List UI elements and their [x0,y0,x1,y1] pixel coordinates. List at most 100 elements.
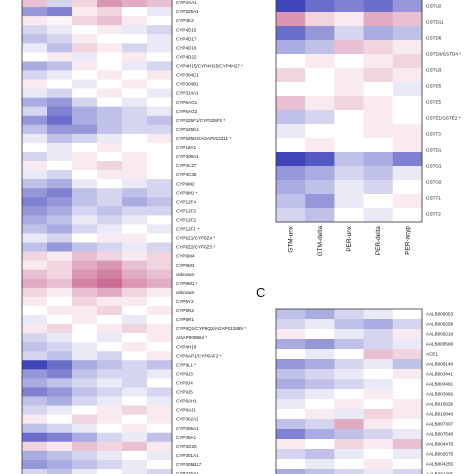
cyp-cell [47,378,73,388]
cyp-row-label: CYP12F2 [176,217,196,222]
cyp-cell [72,296,98,307]
cyp-cell [147,151,173,162]
cyp-cell [22,115,48,126]
cyp-cell [47,269,73,280]
cyp-cell [22,450,48,461]
gst-cell [392,0,423,13]
cyp-row-label: CYP6Z1/CYP6Z4 * [176,236,215,241]
cyp-cell [147,468,173,474]
cyp-cell [47,342,73,352]
cyp-cell [72,88,98,98]
cyp-cell [122,432,148,443]
cyp-cell [122,324,148,334]
cyp-row-label: CYP6Z2/CYP6Z3 * [176,245,215,250]
cyp-cell [72,97,98,107]
gst-cell [363,96,394,111]
cyp-cell [97,0,123,8]
cyp-cell [22,351,48,361]
aalb-cell [392,449,423,460]
cyp-cell [47,0,73,8]
gst-cell [305,68,335,83]
cyp-cell [22,360,48,370]
cyp-cell [122,251,148,261]
cyp-cell [147,61,173,71]
cyp-cell [97,224,123,234]
gst-cell [305,166,335,181]
cyp-cell [22,333,48,343]
gst-cell [305,124,335,139]
cyp-cell [47,360,73,370]
cyp-cell [122,142,148,153]
cyp-cell [72,215,98,225]
cyp-cell [72,251,98,261]
cyp-cell [122,16,148,26]
cyp-cell [147,324,173,334]
cyp-cell [22,296,48,307]
aalb-cell [276,389,306,400]
cyp-cell [22,468,48,474]
aalb-row-label: AALB004255 [426,462,454,467]
cyp-cell [147,360,173,370]
cyp-cell [147,296,173,307]
cyp-cell [147,260,173,270]
cyp-cell [122,61,148,71]
cyp-row-label: CYP9J3 [176,371,193,376]
gst-cell [363,166,394,181]
cyp-cell [122,179,148,189]
cyp-cell [97,278,123,289]
cyp-cell [72,7,98,17]
cyp-row-label: CYP6R1 [176,317,194,322]
cyp-cell [122,351,148,361]
cyp-row-label: CYP6M4 [176,254,195,259]
aalb-frame [275,308,423,474]
cyp-cell [147,278,173,289]
cyp-cell [72,324,98,334]
aalb-cell [276,349,306,360]
cyp-cell [97,179,123,189]
aalb-cell [276,429,306,440]
gst-row-label: GSTE5 [426,100,442,105]
cyp-cell [47,88,73,98]
cyp-cell [122,52,148,62]
cyp-cell [97,170,123,180]
gst-cell [305,138,335,153]
cyp-row-label: CYP325K1 [176,127,199,132]
aalb-cell [392,329,423,340]
cyp-row-label: CYP304B1 [176,82,199,87]
cyp-row-label: CYP315A1 [176,471,199,474]
gst-column-label: GTM-unx [288,225,295,252]
cyp-cell [122,161,148,171]
cyp-cell [97,142,123,153]
cyp-cell [97,269,123,280]
cyp-cell [97,432,123,443]
cyp-cell [72,396,98,406]
cyp-cell [97,405,123,415]
cyp-cell [22,441,48,452]
aalb-cell [334,429,364,440]
cyp-cell [47,16,73,26]
cyp-cell [97,251,123,261]
gst-cell [334,194,364,209]
cyp-cell [47,414,73,424]
cyp-cell [97,333,123,343]
aalb-row-label: AALB002575 [426,452,454,457]
gst-cell [392,12,423,27]
aalb-cell [334,419,364,430]
gst-cell [392,138,423,153]
cyp-cell [97,188,123,198]
cyp-cell [72,342,98,352]
aalb-cell [334,379,364,390]
cyp-cell [147,115,173,126]
aalb-cell [305,439,335,450]
cyp-row-label: CYP6N2 [176,308,194,313]
cyp-row-label: CYP6M3 [176,263,195,268]
cyp-cell [147,179,173,189]
cyp-cell [147,197,173,207]
cyp-cell [22,124,48,135]
cyp-cell [147,405,173,415]
cyp-cell [22,206,48,216]
cyp-cell [22,378,48,388]
gst-cell [334,54,364,69]
cyp-cell [47,97,73,107]
aalb-cell [276,329,306,340]
